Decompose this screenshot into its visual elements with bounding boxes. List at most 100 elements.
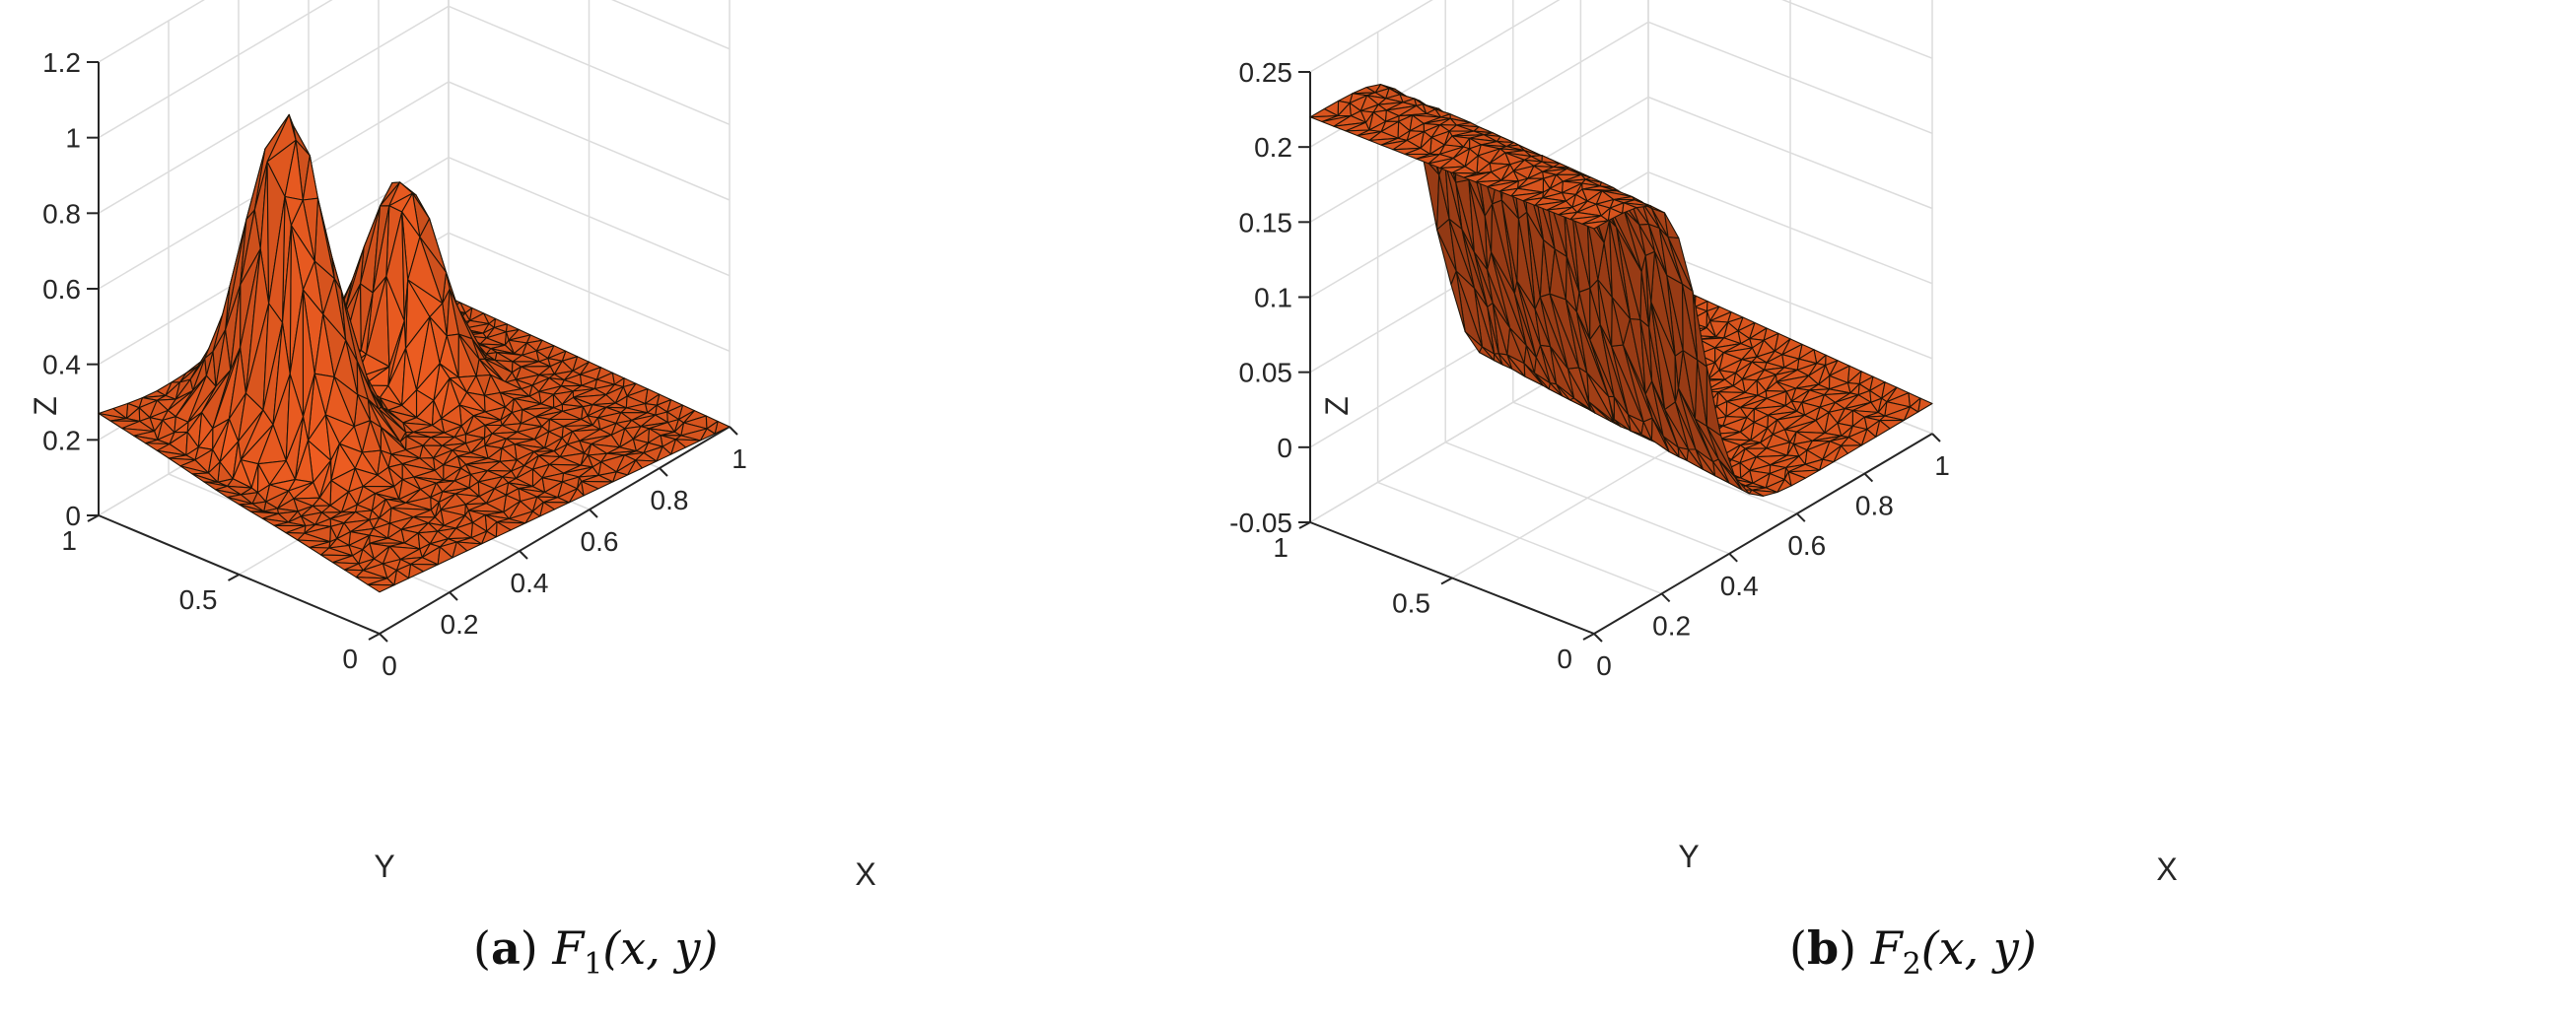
y-tick	[228, 574, 240, 581]
x-tick	[449, 591, 458, 601]
x-tick-label: 0.2	[441, 609, 479, 640]
x-tick	[379, 633, 388, 643]
x-tick	[729, 426, 738, 436]
surface-triangle	[1819, 458, 1835, 471]
caption-a-close: )	[520, 921, 538, 975]
caption-b-open: (	[1789, 921, 1807, 975]
surface-mesh	[98, 113, 731, 593]
surface-triangle	[581, 480, 599, 497]
surface-triangle	[1787, 471, 1806, 487]
surface-triangle	[1875, 420, 1891, 438]
panel-b-surface-plot: -0.05 0 0.05 0.1 0.15 0.2 0.25 0 0.5 1 0 0.2 0.4 0.6 0…	[1229, 0, 2178, 887]
surface-triangle	[1649, 205, 1666, 214]
x-tick	[659, 467, 668, 477]
surface-triangle	[612, 471, 629, 483]
z-tick-label: 0.4	[42, 350, 81, 380]
surface-triangle	[670, 439, 687, 455]
caption-a-args: (x, y)	[602, 921, 719, 975]
z-axis-label: Z	[1319, 396, 1355, 416]
grid-line	[98, 5, 731, 214]
z-tick-label: 0.8	[42, 198, 81, 229]
surface-triangle	[1622, 202, 1637, 215]
caption-a-sub: 1	[584, 947, 603, 982]
y-tick	[1298, 521, 1311, 529]
x-tick-label: 0.2	[1652, 610, 1691, 641]
y-tick	[368, 633, 381, 641]
z-tick-label: 0.05	[1239, 358, 1293, 388]
x-tick	[589, 509, 598, 518]
caption-b-close: )	[1839, 921, 1857, 975]
x-axis-label: X	[2156, 851, 2177, 887]
caption-b-label: b	[1806, 921, 1840, 975]
caption-a-func: F	[552, 921, 585, 975]
y-tick	[1582, 633, 1595, 641]
z-tick-label: 0.1	[1254, 283, 1292, 313]
x-tick	[1728, 553, 1738, 563]
panel-b-caption: (b) F2(x, y)	[1789, 921, 2037, 982]
z-tick-label: 0.15	[1239, 207, 1293, 238]
grid-line	[1309, 96, 1933, 299]
z-tick-label: 0	[1277, 433, 1292, 463]
y-axis-label: Y	[1678, 839, 1699, 874]
z-tick-label: 0.2	[1254, 132, 1292, 163]
surface-mesh	[1309, 84, 1933, 497]
grid-line	[1309, 0, 1933, 148]
x-tick-label: 0	[1596, 650, 1612, 681]
x-tick	[1660, 592, 1671, 603]
caption-b-func: F	[1870, 921, 1903, 975]
y-tick-label: 0.5	[1392, 588, 1430, 619]
x-tick-label: 1	[1934, 450, 1950, 481]
caption-a-label: a	[490, 921, 521, 975]
z-tick-label: 1	[65, 123, 81, 154]
x-axis-label: X	[855, 856, 875, 892]
surface-triangle	[408, 563, 424, 579]
z-tick-label: -0.05	[1229, 508, 1292, 538]
surface-triangle	[656, 445, 672, 462]
z-tick-label: 0	[65, 501, 81, 531]
axes: -0.05 0 0.05 0.1 0.15 0.2 0.25 0 0.5 1 0 0.2 0.4 0.6 0…	[1229, 57, 2178, 887]
caption-b-args: (x, y)	[1920, 921, 2037, 975]
z-tick-label: 1.2	[42, 47, 81, 78]
grid-line	[98, 81, 731, 290]
x-tick	[1931, 433, 1941, 442]
caption-a-open: (	[473, 921, 491, 975]
y-tick	[87, 514, 100, 522]
surface-triangle	[1663, 212, 1680, 239]
surface-triangle	[452, 541, 468, 559]
surface-triangle	[1860, 429, 1877, 446]
y-axis-label: Y	[374, 849, 394, 884]
x-tick-label: 0	[382, 650, 397, 681]
surface-triangle	[367, 583, 395, 593]
grid-line	[1309, 0, 1433, 73]
y-tick-label: 0	[342, 644, 358, 674]
x-axis-line	[1593, 433, 1933, 635]
panel-a-caption: (a) F1(x, y)	[473, 921, 718, 982]
z-tick-label: 0.25	[1239, 57, 1293, 88]
z-axis-label: Z	[28, 396, 63, 416]
x-tick-label: 0.6	[1787, 530, 1826, 561]
y-tick-label: 1	[1273, 532, 1288, 563]
x-axis-line	[379, 426, 731, 635]
x-tick	[519, 550, 528, 560]
x-tick	[1796, 512, 1806, 522]
grid-line	[1309, 170, 1933, 374]
x-tick-label: 0.6	[581, 526, 619, 557]
y-tick	[1440, 577, 1453, 585]
grid-line	[98, 0, 731, 139]
y-tick-label: 1	[61, 525, 77, 556]
x-tick-label: 1	[731, 443, 747, 474]
x-tick-label: 0.8	[651, 485, 689, 515]
y-tick-label: 0.5	[179, 584, 218, 615]
x-tick	[1593, 633, 1603, 643]
z-tick-label: 0.6	[42, 274, 81, 305]
surface-triangle	[1581, 220, 1609, 230]
x-tick-label: 0.4	[511, 568, 549, 598]
y-tick-label: 0	[1557, 644, 1572, 674]
grid-line	[98, 156, 731, 366]
caption-b-sub: 2	[1902, 947, 1921, 982]
x-tick	[1863, 472, 1874, 483]
z-tick-label: 0.2	[42, 425, 81, 455]
